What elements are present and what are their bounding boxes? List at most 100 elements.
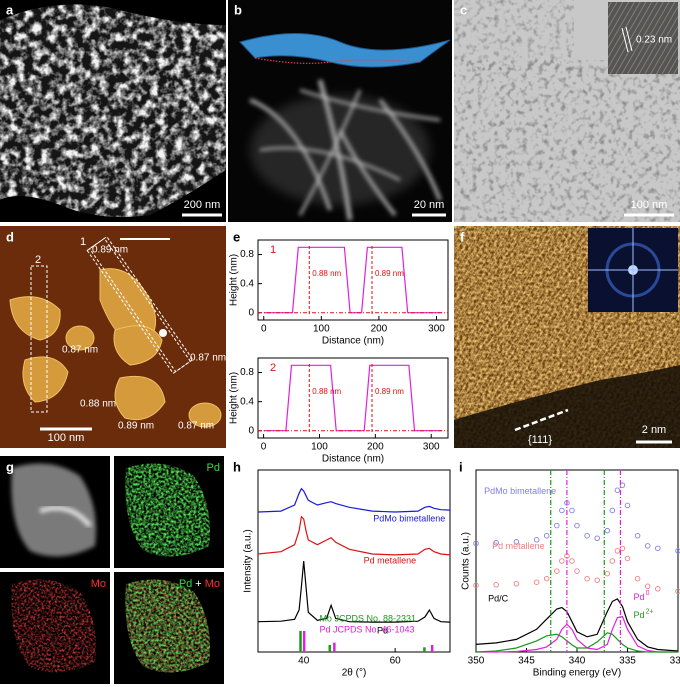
series-label: Pd metallene — [364, 555, 417, 565]
map-label: Pd — [207, 462, 220, 474]
data-point — [493, 540, 499, 546]
panel-c: 0.23 nm c 100 nm — [454, 0, 680, 222]
data-point — [634, 532, 641, 539]
data-point — [619, 545, 626, 552]
plot-frame — [257, 357, 449, 439]
panel-label: d — [6, 229, 14, 244]
reference-label: Mo JCPDS No. 88-2331 — [319, 613, 416, 623]
series-line — [257, 487, 451, 513]
data-point — [655, 586, 661, 592]
scale-bar-label: 200 nm — [184, 199, 221, 211]
x-tick-label: 345 — [518, 656, 535, 667]
panel-b: b 20 nm — [228, 0, 452, 222]
panel-label: b — [234, 2, 242, 17]
series-line — [257, 515, 451, 556]
series-line — [263, 246, 443, 314]
data-point — [609, 558, 616, 564]
map-label: Mo — [205, 578, 220, 590]
series-line — [263, 364, 443, 432]
x-tick-label: 0 — [261, 442, 267, 453]
data-point — [644, 583, 651, 590]
x-tick-label: 200 — [367, 442, 384, 453]
profile-number: 2 — [270, 362, 276, 374]
series-label: Pd — [377, 625, 388, 635]
plot-frame — [257, 239, 449, 321]
x-axis-label: Binding energy (eV) — [533, 668, 621, 679]
thickness-label: 0.87 nm — [190, 353, 226, 364]
data-point — [559, 558, 565, 564]
map-label: + — [195, 578, 201, 590]
data-point — [543, 575, 550, 582]
data-point — [624, 502, 631, 509]
series-label: PdMo bimetallene — [373, 513, 445, 523]
data-point — [614, 487, 621, 493]
data-point — [533, 579, 540, 585]
data-point — [533, 537, 540, 543]
series-label: Pd — [634, 592, 645, 602]
data-point — [584, 575, 590, 582]
overlay-tile — [114, 572, 224, 684]
scale-bar-label: 2 nm — [642, 424, 666, 436]
facet-label: {111} — [528, 434, 552, 446]
data-point — [634, 575, 641, 582]
panel-label: h — [233, 459, 241, 474]
scale-bar-label: 100 nm — [631, 199, 668, 211]
data-point — [559, 507, 565, 514]
data-point — [543, 532, 550, 539]
x-tick-label: 340 — [569, 656, 586, 667]
data-point — [554, 522, 560, 529]
thickness-label: 0.89 nm — [375, 269, 404, 278]
thickness-label: 0.89 nm — [92, 245, 128, 256]
map-label: Pd — [179, 578, 192, 590]
y-tick-label: 0 — [248, 425, 254, 436]
profile-label: 2 — [35, 254, 41, 266]
thickness-label: 0.88 nm — [80, 399, 116, 410]
x-tick-label: 0 — [261, 324, 267, 335]
panel-f: {111} f 2 nm — [454, 226, 680, 448]
y-axis-label: Height (nm) — [229, 254, 240, 306]
mo-map-tile — [0, 572, 110, 684]
data-point — [574, 568, 580, 574]
thickness-label: 0.89 nm — [118, 421, 154, 432]
panel-label: g — [6, 459, 14, 474]
x-tick-label: 100 — [313, 324, 330, 335]
x-tick-label: 60 — [390, 656, 402, 667]
data-point — [594, 535, 600, 542]
profile-label: 1 — [80, 236, 86, 248]
nanosheets — [9, 268, 222, 428]
data-point — [493, 582, 499, 588]
x-axis-label: Distance (nm) — [322, 336, 384, 347]
x-tick-label: 300 — [423, 442, 440, 453]
y-axis-label: Height (nm) — [229, 372, 240, 424]
data-point — [624, 555, 631, 562]
data-point — [609, 507, 616, 514]
series-label: Pd/C — [488, 594, 509, 604]
haadf-tile — [0, 456, 110, 568]
y-tick-label: 0.8 — [240, 367, 254, 378]
thickness-label: 0.88 nm — [312, 269, 341, 278]
panel-label: f — [460, 229, 465, 244]
profile-number: 1 — [270, 244, 276, 256]
x-tick-label: 350 — [468, 656, 485, 667]
plot-frame — [475, 469, 679, 653]
scale-bar-label: 20 nm — [414, 199, 445, 211]
thickness-label: 0.89 nm — [375, 387, 404, 396]
thickness-label: 0.88 nm — [312, 387, 341, 396]
data-point — [655, 545, 661, 552]
series-line — [475, 598, 679, 652]
data-point — [604, 570, 611, 577]
series-label: Pd metallene — [492, 541, 545, 551]
y-tick-label: 0 — [248, 307, 254, 318]
data-point — [513, 581, 520, 587]
data-point — [473, 540, 479, 547]
panel-g: g — [0, 456, 224, 684]
data-point — [619, 482, 626, 488]
lattice-label: 0.23 nm — [636, 35, 672, 46]
data-point — [604, 527, 611, 534]
series-line — [257, 560, 451, 623]
data-point — [584, 532, 590, 539]
series-label: PdMo bimetallene — [484, 486, 556, 496]
x-tick-label: 300 — [428, 324, 445, 335]
pd-map-tile — [114, 456, 224, 568]
panel-label: a — [6, 2, 14, 17]
